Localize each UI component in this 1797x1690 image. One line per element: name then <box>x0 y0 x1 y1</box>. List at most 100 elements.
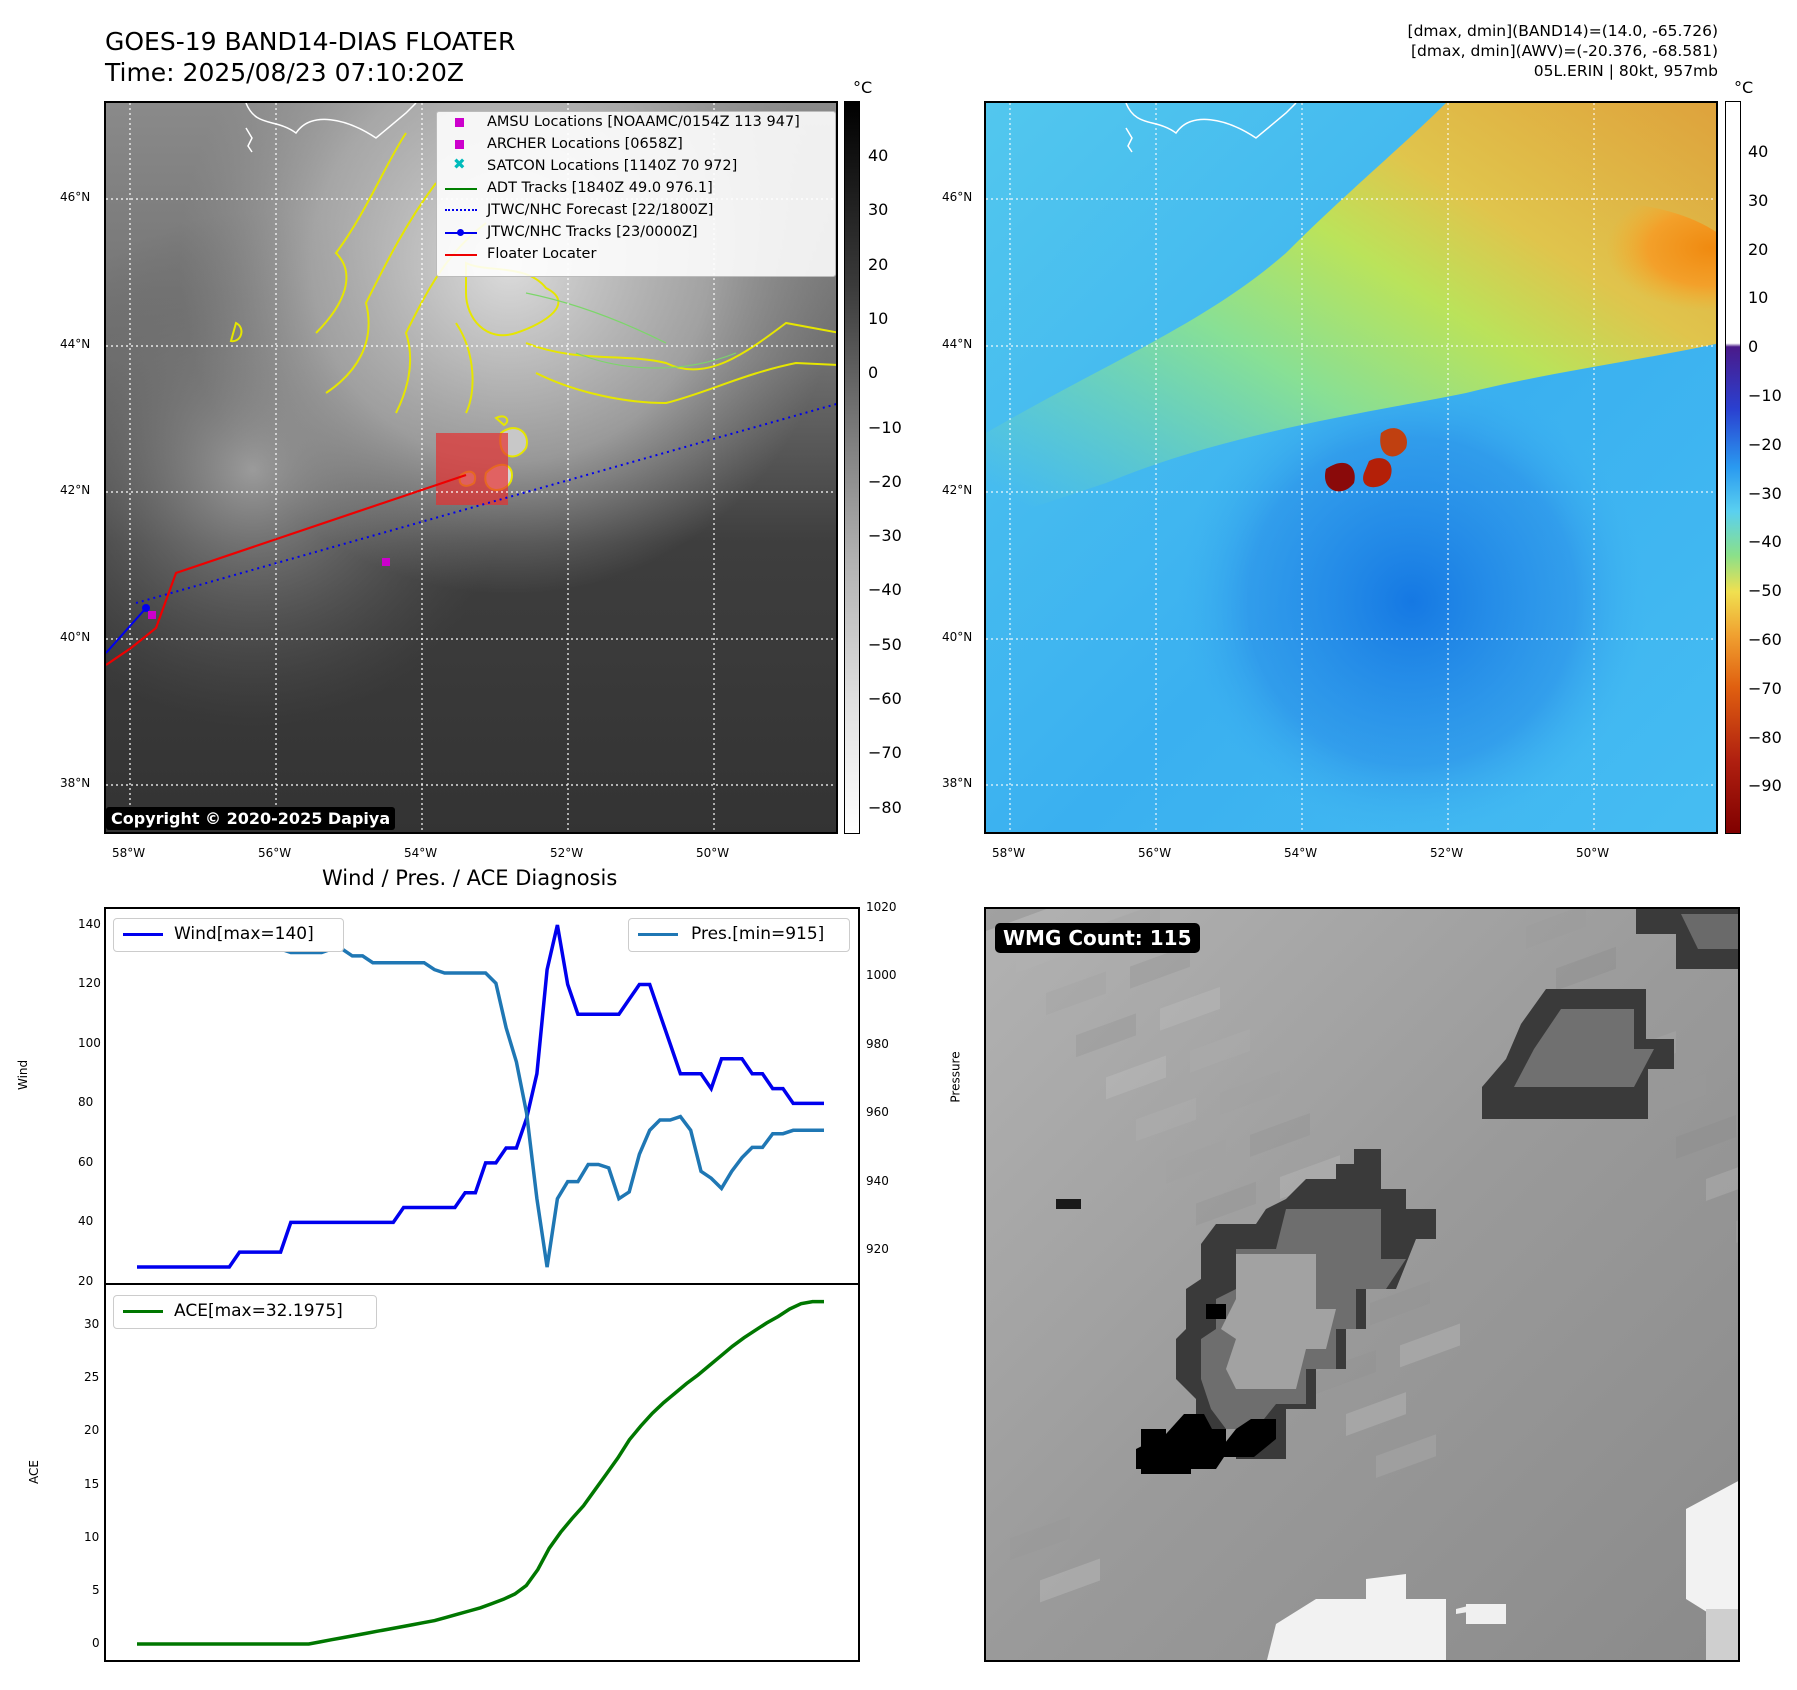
wind-legend-text: Wind[max=140] <box>174 924 314 944</box>
left-lon-54: 54°W <box>404 846 438 860</box>
ace-tick: 5 <box>92 1582 100 1597</box>
wmg-texture-cell <box>986 909 1046 931</box>
wind-tick: 80 <box>78 1095 94 1110</box>
wmg-texture-cell <box>1556 946 1616 991</box>
ace-legend: ACE[max=32.1975] <box>113 1295 377 1329</box>
left-colorbar-tick: −10 <box>868 417 902 437</box>
wmg-texture-cell <box>1346 1392 1406 1436</box>
ace-tick: 10 <box>84 1529 100 1544</box>
wmg-texture-cell <box>1316 1350 1376 1394</box>
wind-tick: 140 <box>78 917 101 931</box>
adt-legend-icon <box>445 188 477 190</box>
left-colorbar-tick: −30 <box>868 526 902 546</box>
right-colorbar-tick: −20 <box>1748 434 1782 454</box>
left-colorbar-tick: 0 <box>868 363 879 383</box>
ace-legend-line <box>123 1310 163 1313</box>
right-colorbar-tick: −90 <box>1748 776 1782 796</box>
left-lon-50: 50°W <box>696 846 730 860</box>
wmg-texture-cell <box>1166 1139 1226 1184</box>
left-lon-58: 58°W <box>112 846 146 860</box>
wind-tick: 40 <box>78 1214 94 1229</box>
right-colorbar-tick: −10 <box>1748 386 1782 405</box>
right-lat-38: 38°N <box>942 776 973 790</box>
wind-tick: 20 <box>78 1273 94 1288</box>
wmg-texture-cell <box>1106 1055 1166 1100</box>
wind-legend-line <box>123 933 163 936</box>
pressure-legend-line <box>638 933 678 936</box>
legend-forecast: JTWC/NHC Forecast [22/1800Z] <box>437 200 835 222</box>
left-colorbar <box>844 101 860 834</box>
right-colorbar-tick: 40 <box>1748 142 1769 161</box>
legend-floater: Floater Locater <box>437 244 835 266</box>
pressure-axis-label: Pressure <box>948 1051 963 1103</box>
wmg-texture-cell <box>1250 1113 1310 1157</box>
left-colorbar-tick: −40 <box>868 580 902 600</box>
wmg-svg <box>986 909 1738 1660</box>
wmg-texture-cell <box>1280 1155 1340 1199</box>
right-colorbar-tick: 20 <box>1748 239 1769 259</box>
wind-legend: Wind[max=140] <box>113 918 344 952</box>
left-colorbar-tick: 30 <box>868 200 889 220</box>
legend-tracks: JTWC/NHC Tracks [23/0000Z] <box>437 222 835 244</box>
wmg-texture-cell <box>1706 1157 1738 1201</box>
legend-amsu: AMSU Locations [NOAAMC/0154Z 113 947] <box>437 112 835 134</box>
pressure-legend: Pres.[min=915] <box>628 918 850 952</box>
wmg-texture-cell <box>1646 1072 1706 1117</box>
left-colorbar-tick: −80 <box>868 797 902 817</box>
diag-title: Wind / Pres. / ACE Diagnosis <box>322 866 618 890</box>
left-lon-52: 52°W <box>550 846 584 860</box>
left-colorbar-tick: −70 <box>868 743 902 763</box>
left-lat-40: 40°N <box>60 630 91 644</box>
floater-legend-icon <box>445 254 477 256</box>
wind-pres-panel <box>104 907 860 1285</box>
wmg-texture-cell <box>1040 1558 1100 1603</box>
wmg-count-badge: WMG Count: 115 <box>995 923 1200 953</box>
info-band14-range: [dmax, dmin](BAND14)=(14.0, -65.726) <box>1407 22 1718 40</box>
wmg-texture-cell <box>1376 1434 1436 1479</box>
left-colorbar-tick: 10 <box>868 308 889 328</box>
right-colorbar-tick: −40 <box>1748 532 1782 552</box>
ace-legend-text: ACE[max=32.1975] <box>174 1301 343 1321</box>
ace-axis-label: ACE <box>27 1460 41 1484</box>
right-colorbar-tick: −30 <box>1748 483 1782 503</box>
wmg-texture-cell <box>1046 971 1106 1016</box>
pressure-tick: 980 <box>866 1036 889 1051</box>
left-colorbar-tick: 40 <box>868 146 889 165</box>
right-colorbar-tick: −50 <box>1748 581 1782 601</box>
figure-title-line2: Time: 2025/08/23 07:10:20Z <box>105 58 464 87</box>
wmg-texture-cell <box>1190 1028 1250 1073</box>
right-lon-58: 58°W <box>992 846 1026 860</box>
pressure-tick: 940 <box>866 1173 889 1188</box>
right-colorbar-tick: −80 <box>1748 727 1782 747</box>
legend-archer: ARCHER Locations [0658Z] <box>437 134 835 156</box>
ace-tick: 25 <box>84 1370 100 1385</box>
ace-tick: 15 <box>84 1476 100 1491</box>
left-lat-42: 42°N <box>60 483 91 497</box>
left-lat-38: 38°N <box>60 776 91 790</box>
wind-axis-label: Wind <box>16 1059 30 1090</box>
pressure-tick: 1020 <box>866 900 897 914</box>
map-legend: AMSU Locations [NOAAMC/0154Z 113 947] AR… <box>436 111 836 277</box>
wmg-texture-cell <box>1526 909 1586 949</box>
wind-tick: 60 <box>78 1154 94 1169</box>
wind-tick: 120 <box>78 976 101 991</box>
left-colorbar-tick: −20 <box>868 471 902 491</box>
right-colorbar-tick: 0 <box>1748 337 1759 357</box>
wmg-texture-cell <box>1196 1181 1256 1226</box>
jtwc-track-point <box>142 604 150 612</box>
right-colorbar-tick: 30 <box>1748 190 1769 210</box>
archer-legend-icon <box>455 140 464 149</box>
info-storm-summary: 05L.ERIN | 80kt, 957mb <box>1533 62 1718 80</box>
tracks-legend-dot <box>457 229 464 236</box>
pressure-legend-text: Pres.[min=915] <box>691 924 825 944</box>
info-awv-range: [dmax, dmin](AWV)=(-20.376, -68.581) <box>1411 42 1718 60</box>
right-colorbar-tick: 10 <box>1748 288 1769 308</box>
right-lon-52: 52°W <box>1430 846 1464 860</box>
wmg-texture-cell <box>1136 1097 1196 1142</box>
left-colorbar-tick: 20 <box>868 254 889 274</box>
wmg-texture-cell <box>1400 1323 1460 1368</box>
awv-map-panel <box>984 101 1718 834</box>
left-lat-44: 44°N <box>60 337 91 351</box>
right-lon-56: 56°W <box>1138 846 1172 860</box>
wmg-texture-cell <box>1160 986 1220 1031</box>
